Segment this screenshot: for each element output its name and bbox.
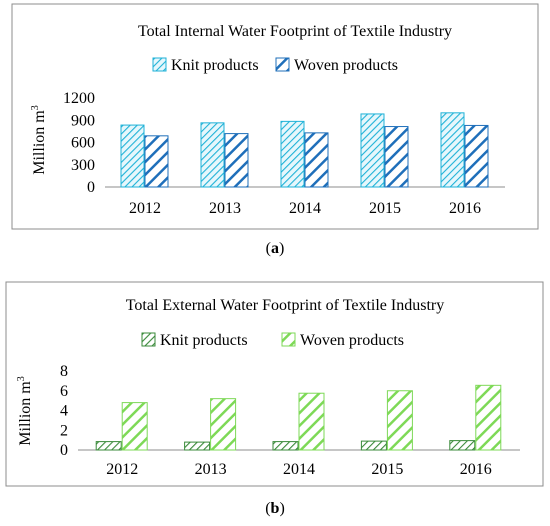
y-tick-label: 900 — [71, 112, 95, 129]
bar-woven-2014 — [304, 132, 329, 188]
axes: 0 300 600 900 1200 2012 2013 2014 2015 2016 — [63, 90, 505, 217]
bar-woven-2015 — [386, 390, 413, 451]
bar-woven-2016 — [475, 384, 502, 451]
legend-swatch-knit — [152, 57, 167, 72]
caption-b: (b) — [265, 500, 285, 517]
x-tick-label: 2013 — [209, 200, 241, 217]
bars — [95, 384, 502, 451]
y-tick-label: 300 — [71, 157, 95, 174]
y-tick-label: 4 — [60, 403, 68, 420]
x-tick-label: 2015 — [371, 461, 403, 478]
y-tick-label: 8 — [60, 363, 68, 380]
bar-woven-2014 — [298, 392, 325, 451]
y-tick-label: 1200 — [63, 90, 95, 107]
y-tick-label: 600 — [71, 135, 95, 152]
caption-a: (a) — [265, 240, 285, 257]
x-tick-label: 2014 — [283, 461, 315, 478]
chart-title: Total External Water Footprint of Textil… — [126, 297, 444, 314]
axes: 0 2 4 6 8 2012 2013 2014 2015 2016 — [60, 363, 520, 478]
y-tick-label: 0 — [87, 179, 95, 196]
legend-label-knit: Knit products — [160, 332, 248, 349]
bar-knit-2012 — [120, 124, 145, 188]
chart-panel-b: Total External Water Footprint of Textil… — [5, 281, 544, 487]
x-tick-label: 2012 — [129, 200, 161, 217]
bar-knit-2015 — [360, 113, 385, 188]
y-tick-label: 6 — [60, 383, 68, 400]
bar-woven-2013 — [224, 133, 249, 188]
x-tick-label: 2016 — [449, 200, 481, 217]
bar-knit-2013 — [184, 441, 211, 451]
bar-woven-2013 — [210, 398, 237, 451]
bar-knit-2014 — [280, 120, 305, 188]
bar-woven-2012 — [121, 402, 148, 451]
legend-label-woven: Woven products — [300, 332, 404, 349]
bars — [120, 112, 489, 188]
legend: Knit products Woven products — [152, 57, 398, 74]
bar-knit-2015 — [360, 440, 387, 451]
bar-knit-2016 — [440, 112, 465, 188]
x-tick-label: 2016 — [460, 461, 492, 478]
chart-frame — [5, 281, 544, 487]
legend-swatch-woven — [281, 332, 296, 347]
x-tick-label: 2015 — [369, 200, 401, 217]
bar-knit-2016 — [449, 440, 476, 451]
bar-knit-2012 — [95, 441, 122, 451]
bar-woven-2016 — [464, 124, 489, 188]
bar-woven-2012 — [144, 135, 169, 188]
legend-swatch-knit — [141, 332, 156, 347]
legend-label-knit: Knit products — [171, 57, 259, 74]
legend: Knit products Woven products — [141, 332, 404, 349]
chart-panel-a: Total Internal Water Footprint of Textil… — [11, 3, 539, 230]
chart-title: Total Internal Water Footprint of Textil… — [138, 23, 452, 40]
y-tick-label: 2 — [60, 422, 68, 439]
bar-woven-2015 — [384, 126, 409, 188]
legend-swatch-woven — [275, 57, 290, 72]
x-tick-label: 2012 — [106, 461, 138, 478]
x-tick-label: 2013 — [195, 461, 227, 478]
bar-knit-2013 — [200, 122, 225, 188]
y-tick-label: 0 — [60, 442, 68, 459]
bar-knit-2014 — [272, 441, 299, 451]
y-axis-label: Million m3 — [16, 376, 34, 445]
y-axis-label: Million m3 — [30, 105, 48, 174]
x-tick-label: 2014 — [289, 200, 321, 217]
legend-label-woven: Woven products — [294, 57, 398, 74]
